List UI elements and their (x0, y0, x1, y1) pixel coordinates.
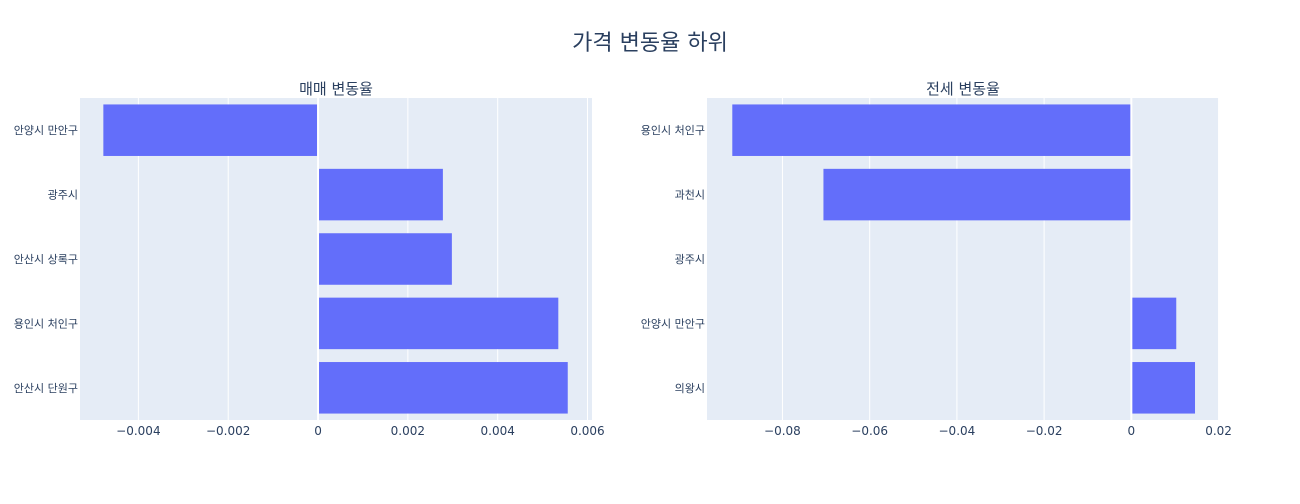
subplot-title: 전세 변동율 (926, 80, 1000, 98)
category-label: 안양시 만안구 (641, 317, 705, 330)
chart-title: 가격 변동율 하위 (572, 31, 728, 56)
category-label: 용인시 처인구 (641, 124, 705, 137)
category-label: 과천시 (675, 188, 705, 202)
x-tick-label: −0.04 (939, 424, 976, 438)
bar (318, 297, 559, 350)
bar (823, 168, 1132, 221)
x-tick-label: 0.02 (1205, 424, 1232, 438)
category-label: 안산시 단원구 (14, 382, 78, 395)
x-tick-label: −0.02 (1026, 424, 1063, 438)
x-tick-label: 0.004 (481, 424, 515, 438)
bar (318, 168, 443, 221)
category-label: 광주시 (48, 189, 78, 202)
x-tick-label: −0.004 (116, 424, 160, 438)
x-tick-label: −0.002 (206, 424, 250, 438)
x-tick-label: 0 (1128, 424, 1136, 438)
x-tick-label: −0.06 (851, 424, 888, 438)
category-label: 용인시 처인구 (14, 317, 78, 330)
bar (103, 104, 319, 156)
subplot-title: 매매 변동율 (299, 80, 373, 98)
x-tick-label: 0.002 (391, 424, 425, 438)
x-tick-label: −0.08 (764, 424, 801, 438)
bar (318, 233, 452, 285)
category-label: 안양시 만안구 (14, 124, 78, 137)
category-label: 광주시 (675, 253, 705, 266)
bar (1131, 297, 1177, 350)
bar (732, 104, 1132, 156)
x-tick-label: 0.006 (570, 424, 604, 438)
category-label: 의왕시 (675, 382, 705, 395)
x-tick-label: 0 (314, 424, 322, 438)
bar (318, 362, 568, 414)
bar (1131, 362, 1196, 414)
category-label: 안산시 상록구 (14, 253, 78, 266)
